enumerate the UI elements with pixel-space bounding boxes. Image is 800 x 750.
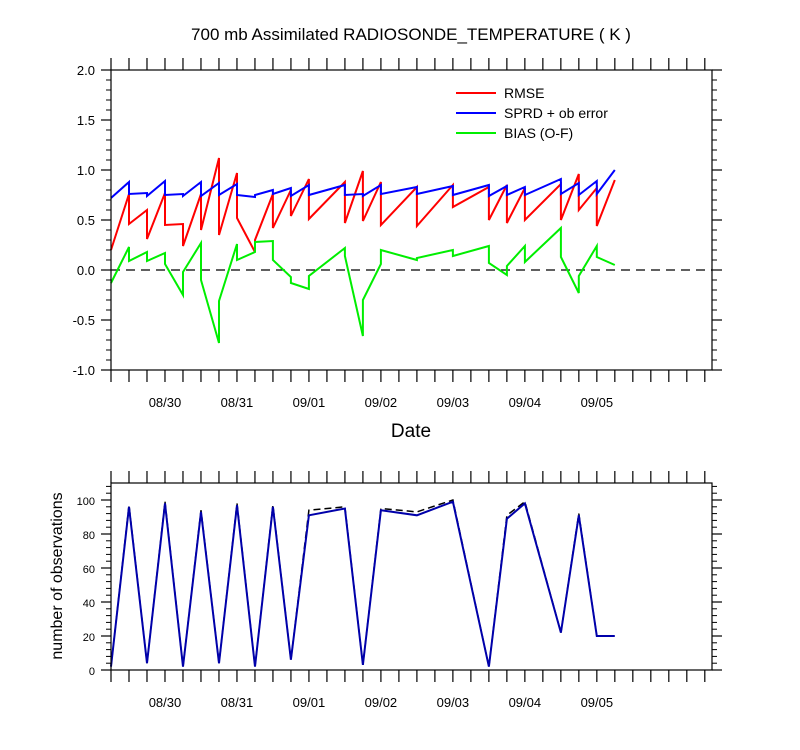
- legend-label: SPRD + ob error: [504, 105, 608, 121]
- legend-label: BIAS (O-F): [504, 125, 573, 141]
- x-tick-label: 08/30: [149, 695, 182, 710]
- x-tick-label: 09/01: [293, 695, 326, 710]
- top-chart-x-axis-title: Date: [391, 421, 431, 442]
- top-chart-y-axis: -1.0 -0.5 0.0 0.5 1.0 1.5 2.0: [73, 63, 722, 378]
- y-tick-label: 100: [77, 496, 95, 508]
- x-tick-label: 09/05: [581, 395, 614, 410]
- y-tick-label: 2.0: [77, 63, 95, 78]
- bottom-chart-series: [110, 499, 615, 667]
- top-series-line-bias-o-f: [110, 225, 616, 344]
- top-series-line-rmse: [110, 157, 616, 253]
- bottom-chart-y-axis-title: number of observations: [49, 492, 66, 659]
- x-tick-label: 09/02: [365, 395, 398, 410]
- x-tick-label: 08/30: [149, 395, 182, 410]
- bottom-chart-y-axis: 0 20 40 60 80 100: [77, 485, 722, 678]
- bottom-chart: 0 20 40 60 80 100 08/30 08/31 09/01 09/02 09/03 09…: [49, 471, 722, 710]
- legend-label: RMSE: [504, 85, 544, 101]
- bottom-chart-minor-ticks: [110, 471, 706, 682]
- y-tick-label: 20: [83, 632, 95, 644]
- y-tick-label: -1.0: [73, 363, 95, 378]
- x-tick-label: 09/04: [509, 395, 542, 410]
- top-chart-legend: RMSE SPRD + ob error BIAS (O-F): [456, 85, 608, 141]
- y-tick-label: 60: [83, 564, 95, 576]
- top-series-line-sprd-ob-error: [110, 169, 616, 199]
- bottom-series-line-observations-assimilated: [110, 500, 615, 667]
- x-tick-label: 08/31: [221, 395, 254, 410]
- x-tick-label: 09/04: [509, 695, 542, 710]
- x-tick-label: 09/02: [365, 695, 398, 710]
- x-tick-label: 09/01: [293, 395, 326, 410]
- x-tick-label: 08/31: [221, 695, 254, 710]
- x-tick-label: 09/03: [437, 695, 470, 710]
- x-tick-label: 09/03: [437, 395, 470, 410]
- bottom-chart-x-axis: 08/30 08/31 09/01 09/02 09/03 09/04 09/05: [149, 695, 613, 710]
- y-tick-label: 0: [89, 666, 95, 678]
- y-tick-label: 40: [83, 598, 95, 610]
- top-chart-minor-ticks: [110, 58, 706, 382]
- y-tick-label: 0.5: [77, 213, 95, 228]
- top-chart-title: 700 mb Assimilated RADIOSONDE_TEMPERATUR…: [191, 25, 631, 44]
- y-tick-label: -0.5: [73, 313, 95, 328]
- y-tick-label: 1.0: [77, 163, 95, 178]
- y-tick-label: 1.5: [77, 113, 95, 128]
- top-chart: 700 mb Assimilated RADIOSONDE_TEMPERATUR…: [73, 25, 722, 442]
- top-chart-series: [110, 157, 616, 344]
- y-tick-label: 80: [83, 530, 95, 542]
- x-tick-label: 09/05: [581, 695, 614, 710]
- top-chart-x-axis: 08/30 08/31 09/01 09/02 09/03 09/04 09/05: [149, 395, 613, 410]
- top-chart-plot-frame: [110, 69, 713, 371]
- y-tick-label: 0.0: [77, 263, 95, 278]
- bottom-chart-plot-frame: [110, 482, 713, 671]
